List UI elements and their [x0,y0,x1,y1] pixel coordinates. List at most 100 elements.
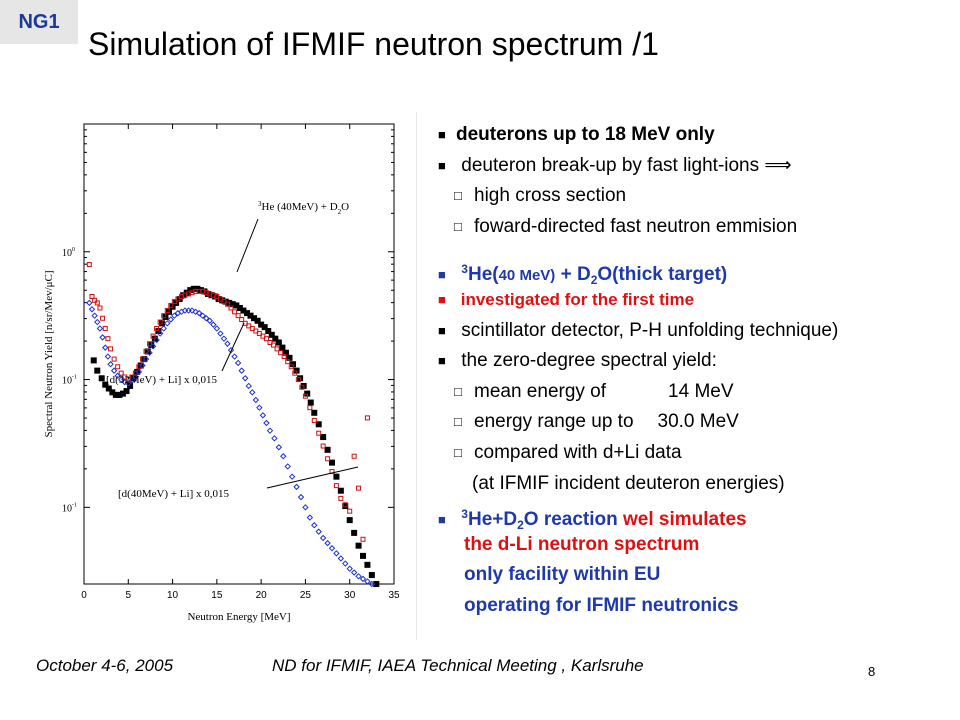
d32-li-point [242,320,248,326]
d32-li-point [364,415,370,421]
he-d2o-point [337,487,344,494]
d40-li-point [249,389,256,396]
he-d2o-point [346,517,353,524]
d40-li-point [213,325,221,332]
y-tick-label: 100 [62,247,75,259]
d32-li-point [94,300,100,306]
slide-tag: NG1 [0,0,78,44]
d40-li-point [275,444,283,451]
d32-li-point [86,262,92,268]
d40-li-point [91,312,98,319]
he-d2o-point [258,321,265,328]
d32-li-point [302,393,308,399]
d32-li-point [100,315,106,321]
he-d2o-point [229,301,236,308]
d40-li-point [234,359,242,367]
d32-li-point [360,536,366,542]
d32-li-point [108,346,114,352]
d40-li-point [364,578,371,585]
he-d2o-point [90,357,97,364]
bullet-7: ■ scintillator detector, P-H unfolding t… [438,316,958,347]
d40-li-point [195,309,203,317]
d32-li-point [263,336,269,342]
d32-li-point [217,296,223,302]
d40-li-point [306,514,314,521]
d40-li-point [121,378,128,386]
d40-li-point [203,315,210,322]
d32-li-point [325,456,331,462]
sub-bullet-12: (at IFMIF incident deuteron energies) [472,472,785,494]
sub-bullet-10: □ energy range up to 30.0 MeV [438,407,958,438]
bullet-13: ■ 3He+D2O reaction wel simulates [438,499,958,532]
d40-li-point [238,367,245,374]
d40-li-point [227,346,235,354]
annotation-d32: [d(32MeV) + Li] x 0,015 [106,374,217,386]
d32-li-point [235,313,241,319]
he-d2o-point [254,317,261,324]
d40-li-point [104,353,112,360]
annotation-he-text: He (40MeV) + D [262,201,338,213]
he-d2o-point [315,421,322,428]
he-d2o-point [275,339,282,346]
d40-li-point [199,312,206,319]
d32-li-point [164,308,170,314]
d32-li-point [246,323,252,329]
d40-li-point [149,343,157,350]
he-d2o-point [368,572,375,579]
d40-li-point [297,493,305,501]
d32-li-point [260,333,266,339]
he-d2o-point [261,324,268,331]
d32-li-point [168,302,174,308]
d40-li-point [266,427,274,434]
annotation-he-sub: 2 [338,208,342,216]
d40-li-point [192,308,199,316]
d40-li-point [171,312,178,319]
bullet-2: ■ deuteron break-up by fast light-ions ⟹ [438,151,958,182]
data-markers [86,262,380,588]
d40-li-point [88,306,96,313]
x-tick-label: 20 [256,590,268,601]
d40-li-point [210,321,217,328]
he-d2o-point [268,331,275,338]
d32-li-point [320,443,326,449]
bullet-list: ■ deuterons up to 18 MeV only ■ deuteron … [438,120,958,622]
d40-li-point [114,372,121,379]
he-d2o-point [236,305,243,311]
d32-li-point [342,502,348,508]
d32-li-point [154,325,160,331]
d40-li-point [156,330,164,337]
d32-li-point [288,364,294,370]
d40-li-point [328,545,336,552]
d32-li-point [214,294,220,299]
he-d2o-point [116,391,123,398]
plot-frame [83,123,395,585]
he-d2o-point [355,542,362,549]
d32-li-point [295,377,301,383]
d40-li-point [153,336,160,344]
d40-li-point [350,569,358,576]
d32-li-point [347,508,353,514]
annotation-he-sup: 3 [258,200,262,208]
square-bullet-icon: ■ [438,127,446,142]
d32-li-point [267,340,273,345]
d32-li-point [274,346,280,352]
d40-li-point [206,317,213,324]
d40-li-point [110,367,118,374]
spectrum-plot-panel: 0 5 10 15 20 25 30 35 100 10-1 10-1 Neutron Energy… [32,112,417,640]
bullet-1: ■ deuterons up to 18 MeV only [438,120,958,151]
x-tick-label: 25 [300,590,312,601]
bullet-15: only facility within EU [464,564,661,586]
d40-li-point [117,376,125,383]
he-d2o-point [155,328,162,334]
he-d2o-point [98,375,105,382]
sub-bullet-9: □ mean energy of 14 MeV [438,377,958,408]
d40-li-point [259,412,267,419]
box-bullet-icon: □ [454,188,462,204]
square-bullet-icon: ■ [438,157,446,173]
d40-li-point [217,330,224,337]
d40-li-point [263,419,270,427]
he-d2o-point [123,388,130,395]
he-d2o-point [272,335,279,342]
d40-li-point [220,335,228,342]
he-d2o-point [351,529,358,536]
